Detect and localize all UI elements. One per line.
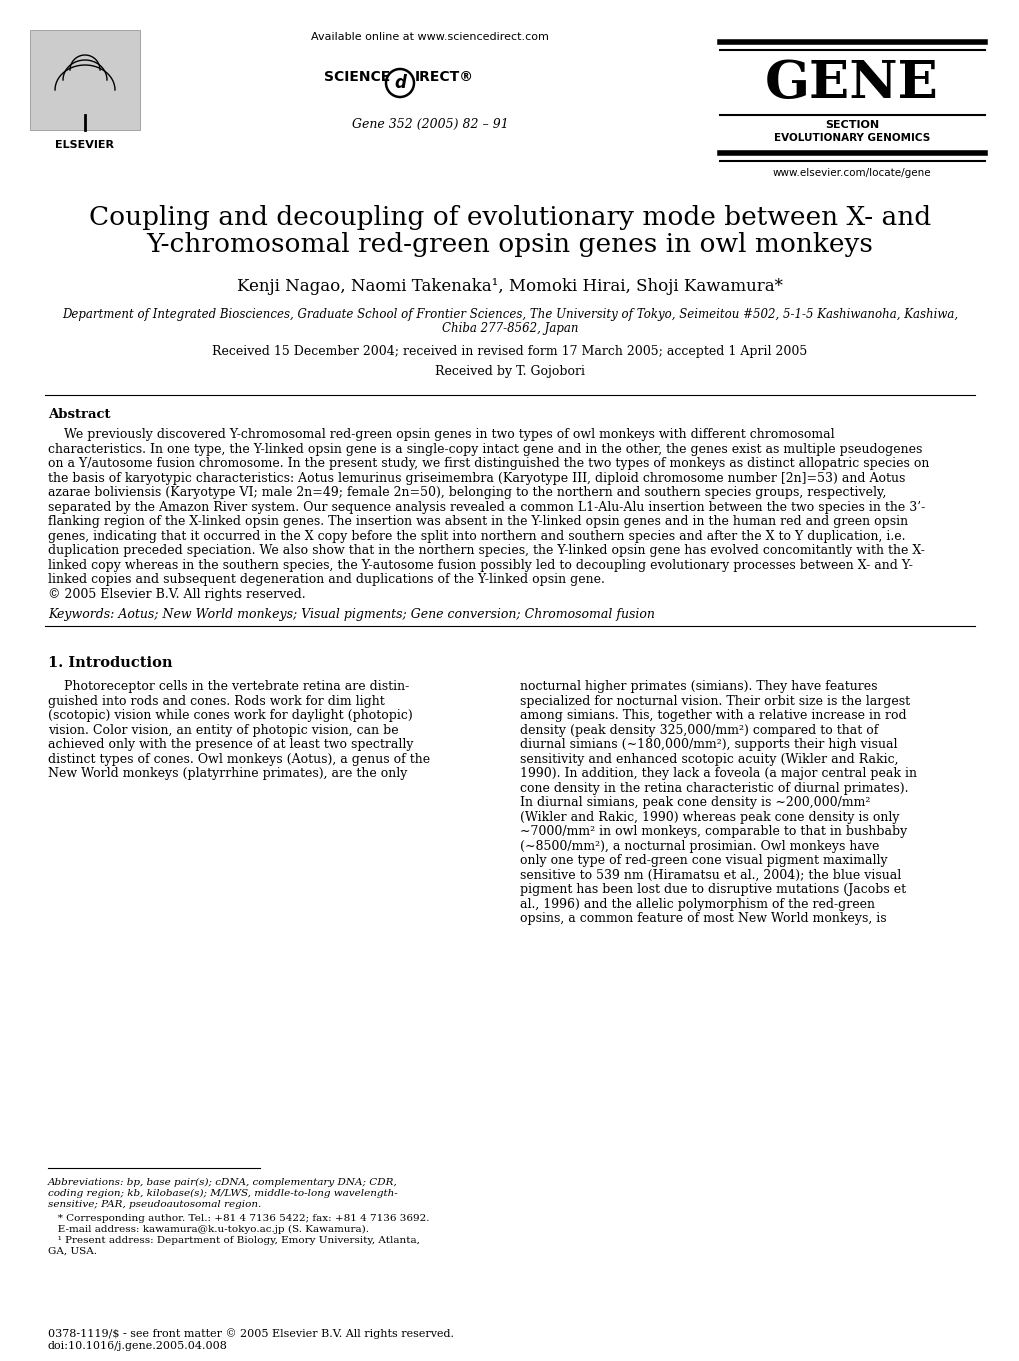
Text: nocturnal higher primates (simians). They have features: nocturnal higher primates (simians). The… xyxy=(520,680,876,693)
Text: SECTION: SECTION xyxy=(824,120,878,131)
Text: 1. Introduction: 1. Introduction xyxy=(48,656,172,670)
Text: Available online at www.sciencedirect.com: Available online at www.sciencedirect.co… xyxy=(311,33,548,42)
Text: We previously discovered Y-chromosomal red-green opsin genes in two types of owl: We previously discovered Y-chromosomal r… xyxy=(48,427,834,441)
Text: Coupling and decoupling of evolutionary mode between X- and: Coupling and decoupling of evolutionary … xyxy=(89,206,930,230)
Text: linked copy whereas in the southern species, the Y-autosome fusion possibly led : linked copy whereas in the southern spec… xyxy=(48,558,912,572)
Text: doi:10.1016/j.gene.2005.04.008: doi:10.1016/j.gene.2005.04.008 xyxy=(48,1341,227,1351)
Text: In diurnal simians, peak cone density is ∼200,000/mm²: In diurnal simians, peak cone density is… xyxy=(520,796,869,808)
Text: genes, indicating that it occurred in the X copy before the split into northern : genes, indicating that it occurred in th… xyxy=(48,529,905,543)
Text: the basis of karyotypic characteristics: Aotus lemurinus griseimembra (Karyotype: the basis of karyotypic characteristics:… xyxy=(48,471,905,485)
Text: Gene 352 (2005) 82 – 91: Gene 352 (2005) 82 – 91 xyxy=(352,118,507,131)
Text: Kenji Nagao, Naomi Takenaka¹, Momoki Hirai, Shoji Kawamura*: Kenji Nagao, Naomi Takenaka¹, Momoki Hir… xyxy=(236,278,783,295)
Text: EVOLUTIONARY GENOMICS: EVOLUTIONARY GENOMICS xyxy=(773,133,929,143)
Text: New World monkeys (platyrrhine primates), are the only: New World monkeys (platyrrhine primates)… xyxy=(48,768,407,780)
Text: linked copies and subsequent degeneration and duplications of the Y-linked opsin: linked copies and subsequent degeneratio… xyxy=(48,573,604,587)
Text: density (peak density 325,000/mm²) compared to that of: density (peak density 325,000/mm²) compa… xyxy=(520,724,877,736)
Text: diurnal simians (∼180,000/mm²), supports their high visual: diurnal simians (∼180,000/mm²), supports… xyxy=(520,738,897,751)
Text: cone density in the retina characteristic of diurnal primates).: cone density in the retina characteristi… xyxy=(520,781,908,795)
Text: * Corresponding author. Tel.: +81 4 7136 5422; fax: +81 4 7136 3692.: * Corresponding author. Tel.: +81 4 7136… xyxy=(48,1214,429,1224)
Text: opsins, a common feature of most New World monkeys, is: opsins, a common feature of most New Wor… xyxy=(520,912,886,925)
Text: Abbreviations: bp, base pair(s); cDNA, complementary DNA; CDR,: Abbreviations: bp, base pair(s); cDNA, c… xyxy=(48,1179,397,1187)
Text: Keywords: Aotus; New World monkeys; Visual pigments; Gene conversion; Chromosoma: Keywords: Aotus; New World monkeys; Visu… xyxy=(48,608,654,621)
Text: GENE: GENE xyxy=(764,59,938,109)
Text: ELSEVIER: ELSEVIER xyxy=(55,140,114,150)
Text: azarae boliviensis (Karyotype VI; male 2n=49; female 2n=50), belonging to the no: azarae boliviensis (Karyotype VI; male 2… xyxy=(48,486,886,499)
Text: www.elsevier.com/locate/gene: www.elsevier.com/locate/gene xyxy=(772,167,930,178)
Text: sensitivity and enhanced scotopic acuity (Wikler and Rakic,: sensitivity and enhanced scotopic acuity… xyxy=(520,753,898,765)
Text: (scotopic) vision while cones work for daylight (photopic): (scotopic) vision while cones work for d… xyxy=(48,709,413,721)
Text: vision. Color vision, an entity of photopic vision, can be: vision. Color vision, an entity of photo… xyxy=(48,724,398,736)
Text: SCIENCE: SCIENCE xyxy=(323,69,389,84)
Text: © 2005 Elsevier B.V. All rights reserved.: © 2005 Elsevier B.V. All rights reserved… xyxy=(48,588,306,600)
Text: 0378-1119/$ - see front matter © 2005 Elsevier B.V. All rights reserved.: 0378-1119/$ - see front matter © 2005 El… xyxy=(48,1328,453,1339)
Text: distinct types of cones. Owl monkeys (Aotus), a genus of the: distinct types of cones. Owl monkeys (Ao… xyxy=(48,753,430,765)
Text: on a Y/autosome fusion chromosome. In the present study, we first distinguished : on a Y/autosome fusion chromosome. In th… xyxy=(48,457,928,470)
Text: achieved only with the presence of at least two spectrally: achieved only with the presence of at le… xyxy=(48,738,413,751)
Text: Chiba 277-8562, Japan: Chiba 277-8562, Japan xyxy=(441,323,578,335)
Text: Department of Integrated Biosciences, Graduate School of Frontier Sciences, The : Department of Integrated Biosciences, Gr… xyxy=(62,308,957,321)
Text: Received by T. Gojobori: Received by T. Gojobori xyxy=(434,365,585,378)
Text: Received 15 December 2004; received in revised form 17 March 2005; accepted 1 Ap: Received 15 December 2004; received in r… xyxy=(212,344,807,358)
Text: specialized for nocturnal vision. Their orbit size is the largest: specialized for nocturnal vision. Their … xyxy=(520,694,909,708)
Text: Y-chromosomal red-green opsin genes in owl monkeys: Y-chromosomal red-green opsin genes in o… xyxy=(147,231,872,257)
Text: (∼8500/mm²), a nocturnal prosimian. Owl monkeys have: (∼8500/mm²), a nocturnal prosimian. Owl … xyxy=(520,840,878,852)
Text: characteristics. In one type, the Y-linked opsin gene is a single-copy intact ge: characteristics. In one type, the Y-link… xyxy=(48,442,921,456)
Text: duplication preceded speciation. We also show that in the northern species, the : duplication preceded speciation. We also… xyxy=(48,544,924,557)
Text: separated by the Amazon River system. Our sequence analysis revealed a common L1: separated by the Amazon River system. Ou… xyxy=(48,501,924,513)
Text: GA, USA.: GA, USA. xyxy=(48,1247,97,1256)
Text: ∼7000/mm² in owl monkeys, comparable to that in bushbaby: ∼7000/mm² in owl monkeys, comparable to … xyxy=(520,825,906,838)
Text: IRECT®: IRECT® xyxy=(415,69,474,84)
Text: Photoreceptor cells in the vertebrate retina are distin-: Photoreceptor cells in the vertebrate re… xyxy=(48,680,409,693)
Text: 1990). In addition, they lack a foveola (a major central peak in: 1990). In addition, they lack a foveola … xyxy=(520,768,916,780)
Text: coding region; kb, kilobase(s); M/LWS, middle-to-long wavelength-: coding region; kb, kilobase(s); M/LWS, m… xyxy=(48,1190,397,1198)
Text: among simians. This, together with a relative increase in rod: among simians. This, together with a rel… xyxy=(520,709,906,721)
Text: ¹ Present address: Department of Biology, Emory University, Atlanta,: ¹ Present address: Department of Biology… xyxy=(48,1236,420,1245)
Text: E-mail address: kawamura@k.u-tokyo.ac.jp (S. Kawamura).: E-mail address: kawamura@k.u-tokyo.ac.jp… xyxy=(48,1225,369,1234)
Text: pigment has been lost due to disruptive mutations (Jacobs et: pigment has been lost due to disruptive … xyxy=(520,883,905,896)
Text: d: d xyxy=(393,73,406,93)
Text: sensitive to 539 nm (Hiramatsu et al., 2004); the blue visual: sensitive to 539 nm (Hiramatsu et al., 2… xyxy=(520,868,901,882)
Text: al., 1996) and the allelic polymorphism of the red-green: al., 1996) and the allelic polymorphism … xyxy=(520,897,874,911)
Text: flanking region of the X-linked opsin genes. The insertion was absent in the Y-l: flanking region of the X-linked opsin ge… xyxy=(48,514,907,528)
Text: (Wikler and Rakic, 1990) whereas peak cone density is only: (Wikler and Rakic, 1990) whereas peak co… xyxy=(520,811,899,823)
Text: guished into rods and cones. Rods work for dim light: guished into rods and cones. Rods work f… xyxy=(48,694,384,708)
Text: only one type of red-green cone visual pigment maximally: only one type of red-green cone visual p… xyxy=(520,853,887,867)
Text: sensitive; PAR, pseudoautosomal region.: sensitive; PAR, pseudoautosomal region. xyxy=(48,1200,261,1209)
FancyBboxPatch shape xyxy=(30,30,140,131)
Text: Abstract: Abstract xyxy=(48,408,110,421)
